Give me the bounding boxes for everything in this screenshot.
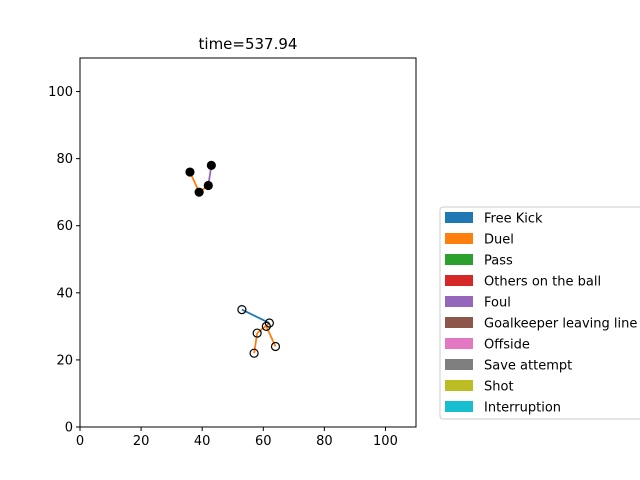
legend-swatch-9: [445, 401, 473, 412]
legend-swatch-6: [445, 338, 473, 349]
legend-swatch-2: [445, 254, 473, 265]
y-tick-label-4: 80: [56, 152, 73, 167]
legend-label-6: Offside: [484, 338, 530, 353]
event-segment-3: [241, 308, 270, 324]
plot-frame: [79, 57, 417, 428]
x-tick-label-4: 80: [316, 434, 333, 449]
player-point-8: [249, 348, 259, 358]
event-segment-6: [265, 325, 277, 347]
legend-label-9: Interruption: [484, 401, 561, 416]
legend-label-4: Foul: [484, 296, 511, 311]
event-segment-5: [253, 332, 259, 354]
legend-label-8: Shot: [484, 380, 514, 395]
y-tick-label-5: 100: [48, 85, 73, 100]
y-tick-label-1: 20: [56, 353, 73, 368]
legend-label-2: Pass: [484, 254, 513, 269]
player-point-0: [185, 167, 195, 177]
legend-label-0: Free Kick: [484, 212, 543, 227]
legend-label-1: Duel: [484, 233, 514, 248]
x-tick-label-5: 100: [373, 434, 398, 449]
x-tick-label-1: 20: [133, 434, 150, 449]
player-point-6: [252, 328, 262, 338]
player-point-2: [203, 180, 213, 191]
legend-swatch-7: [445, 359, 473, 370]
y-tick-label-2: 40: [56, 286, 73, 301]
plot-area: [185, 160, 281, 358]
player-point-1: [194, 187, 204, 197]
player-point-9: [270, 341, 281, 352]
legend-label-5: Goalkeeper leaving line: [484, 317, 637, 332]
event-segment-4: [256, 322, 270, 334]
legend-swatch-3: [445, 275, 473, 286]
legend-label-3: Others on the ball: [484, 275, 601, 290]
y-tick-label-3: 60: [56, 219, 73, 234]
x-tick-label-3: 60: [255, 434, 272, 449]
legend-swatch-0: [445, 212, 473, 223]
legend-frame: [439, 206, 640, 420]
player-point-7: [261, 321, 271, 331]
player-point-3: [206, 160, 216, 170]
legend: Free Kick Duel Pass Others on the ball Foul G…: [439, 206, 640, 420]
legend-swatch-4: [445, 296, 473, 307]
x-tick-label-0: 0: [76, 434, 84, 449]
legend-swatch-5: [445, 317, 473, 328]
chart-title: time=537.94: [199, 35, 298, 53]
legend-swatch-1: [445, 233, 473, 244]
y-tick-label-0: 0: [65, 421, 73, 436]
axes: 0 20 40 60 80 100 0 20 40 60 80 100: [48, 85, 398, 449]
player-point-4: [237, 304, 247, 315]
legend-swatch-8: [445, 380, 473, 391]
x-tick-label-2: 40: [194, 434, 211, 449]
legend-label-7: Save attempt: [484, 359, 572, 374]
